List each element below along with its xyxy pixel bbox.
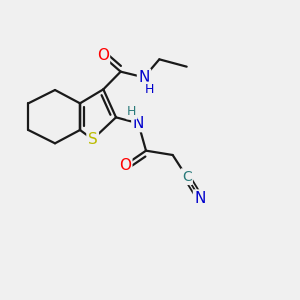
Text: O: O (97, 49, 109, 64)
Text: H: H (145, 83, 154, 96)
Text: H: H (127, 105, 136, 118)
Text: O: O (119, 158, 131, 172)
Text: C: C (182, 170, 191, 184)
Text: N: N (194, 191, 206, 206)
Text: N: N (138, 70, 150, 85)
Text: S: S (88, 132, 98, 147)
Text: N: N (133, 116, 144, 131)
